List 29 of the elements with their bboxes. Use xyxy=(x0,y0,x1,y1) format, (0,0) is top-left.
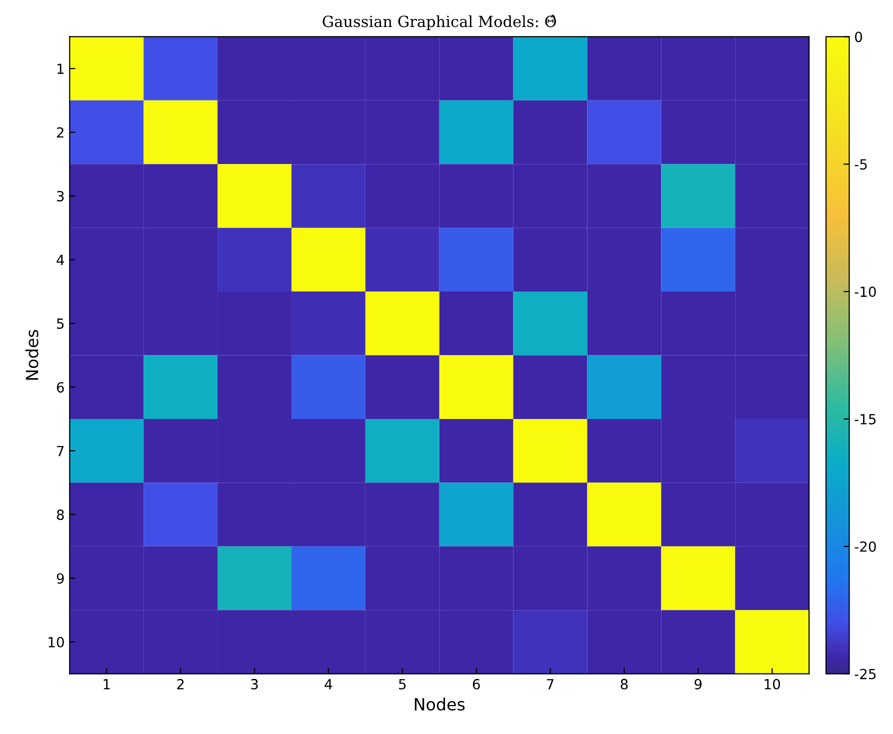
color-bar-label: 0 xyxy=(855,32,862,42)
x-tick-label: 7 xyxy=(546,679,554,690)
x-tick-label: 1 xyxy=(104,679,110,690)
x-tick-label: 10 xyxy=(764,678,780,690)
color-bar-label: -15 xyxy=(854,414,876,424)
color-bar-label: -25 xyxy=(854,668,876,680)
x-axis-title: Nodes xyxy=(414,698,465,711)
x-tick-label: 6 xyxy=(472,678,480,690)
color-bar-label: -20 xyxy=(854,541,876,552)
color-bar-label: -10 xyxy=(854,286,876,298)
y-tick-label: 4 xyxy=(56,254,64,265)
x-tick-label: 8 xyxy=(620,678,628,690)
y-tick-label: 1 xyxy=(57,64,64,74)
chart-title: Gaussian Graphical Models: Θ̂ xyxy=(322,14,556,30)
y-tick-label: 3 xyxy=(57,190,64,202)
y-tick-label: 6 xyxy=(56,382,64,393)
y-tick-label: 2 xyxy=(56,127,64,138)
y-tick-label: 7 xyxy=(57,446,64,456)
x-tick-label: 9 xyxy=(694,678,702,690)
x-tick-label: 3 xyxy=(251,678,258,690)
x-tick-label: 2 xyxy=(177,678,184,690)
x-tick-label: 5 xyxy=(399,679,406,690)
color-bar-label: -5 xyxy=(854,159,867,170)
y-axis-title: Nodes xyxy=(25,330,38,380)
y-tick-label: 9 xyxy=(56,573,64,584)
y-tick-label: 10 xyxy=(48,636,64,648)
y-tick-label: 8 xyxy=(56,510,64,520)
y-tick-label: 5 xyxy=(57,318,64,329)
x-tick-label: 4 xyxy=(324,679,332,690)
